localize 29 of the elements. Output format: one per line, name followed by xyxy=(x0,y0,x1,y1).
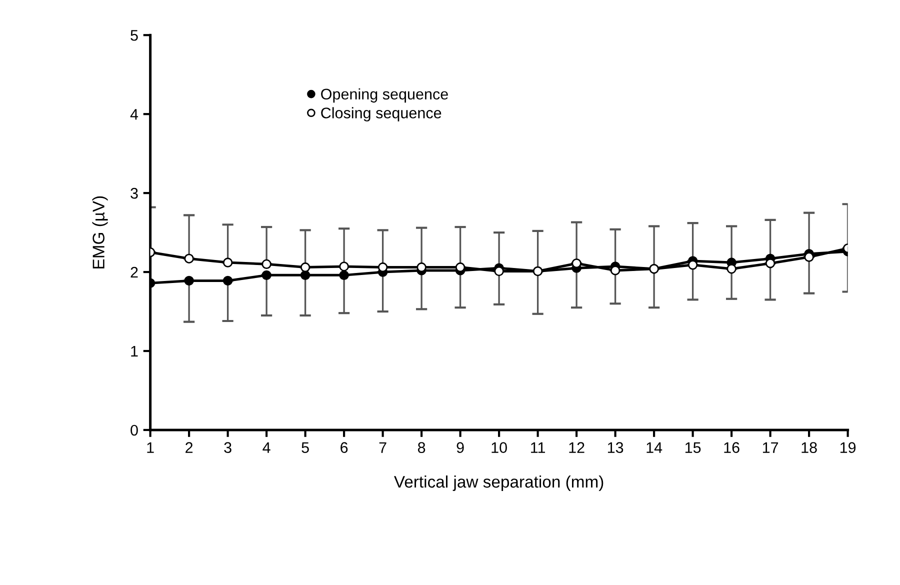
x-tick-label: 1 xyxy=(147,442,154,453)
x-tick-label: 8 xyxy=(418,442,426,454)
y-axis-title: EMG (µV) xyxy=(92,196,108,268)
y-tick-label: 5 xyxy=(130,30,138,41)
y-tick-label: 3 xyxy=(130,188,138,199)
x-axis-title: Vertical jaw separation (mm) xyxy=(394,475,604,492)
x-tick-label: 11 xyxy=(531,442,545,453)
x-tick-label: 3 xyxy=(224,442,232,454)
legend-label: Opening sequence xyxy=(321,88,448,103)
x-tick-label: 17 xyxy=(762,442,778,453)
x-tick-label: 4 xyxy=(262,442,270,453)
x-tick-label: 12 xyxy=(569,442,584,453)
x-tick-label: 6 xyxy=(340,442,348,454)
x-tick-label: 16 xyxy=(724,442,740,454)
y-tick-label: 0 xyxy=(130,424,138,436)
x-tick-label: 2 xyxy=(186,442,193,453)
x-tick-label: 14 xyxy=(646,442,662,453)
y-tick-label: 4 xyxy=(130,109,138,120)
x-tick-label: 7 xyxy=(379,442,386,453)
x-tick-label: 15 xyxy=(685,442,701,454)
x-tick-label: 13 xyxy=(608,442,624,454)
y-tick-label: 1 xyxy=(131,346,138,357)
legend-label: Closing sequence xyxy=(321,107,442,122)
x-tick-label: 9 xyxy=(456,442,464,454)
x-tick-label: 5 xyxy=(302,442,309,454)
x-tick-label: 19 xyxy=(840,442,856,454)
x-tick-label: 10 xyxy=(492,442,507,454)
x-tick-label: 18 xyxy=(802,442,817,454)
y-tick-label: 2 xyxy=(130,266,138,278)
